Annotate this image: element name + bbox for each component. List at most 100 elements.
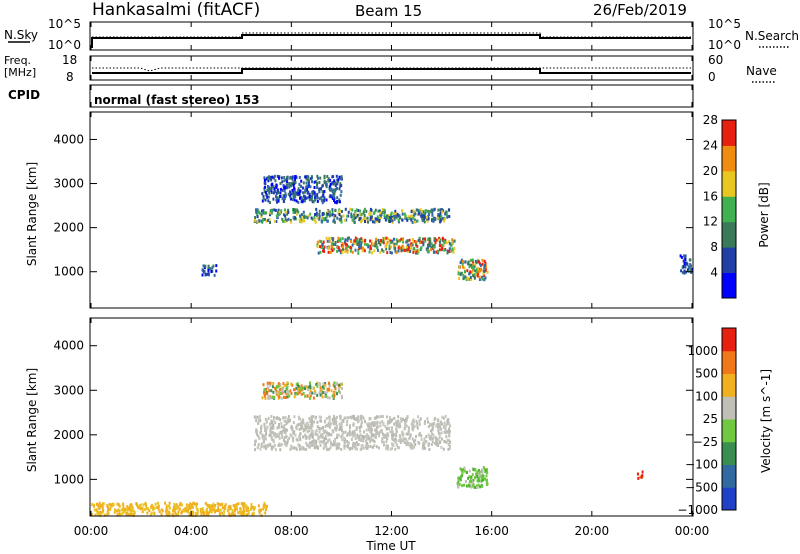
velocity-echo-cell: [277, 443, 280, 447]
velocity-echo-cell: [443, 421, 446, 425]
velocity-echo-cell: [384, 425, 387, 428]
power-echo-cell: [439, 219, 442, 223]
power-echo-cell: [389, 220, 391, 223]
velocity-echo-cell: [234, 504, 237, 508]
velocity-echo-cell: [325, 436, 327, 440]
velocity-echo-cell: [412, 420, 415, 424]
power-echo-cell: [326, 219, 329, 223]
velocity-echo-cell: [484, 469, 487, 473]
power-echo-cell: [404, 214, 407, 218]
velocity-echo-cell: [265, 432, 267, 436]
velocity-echo-cell: [279, 430, 282, 434]
velocity-echo-cell: [328, 433, 331, 437]
power-echo-cell: [422, 218, 425, 222]
velocity-echo-cell: [283, 442, 286, 446]
velocity-echo-cell: [335, 447, 338, 451]
velocity-y-label: Slant Range [km]: [25, 368, 39, 472]
velocity-echo-cell: [404, 421, 407, 425]
velocity-echo-cell: [295, 446, 298, 450]
velocity-echo-cell: [264, 392, 267, 396]
power-echo-cell: [274, 219, 277, 223]
velocity-echo-cell: [207, 513, 210, 517]
velocity-echo-cell: [398, 423, 401, 426]
power-echo-cell: [424, 237, 427, 241]
velocity-echo-cell: [311, 391, 314, 395]
power-echo-cell: [289, 218, 292, 222]
velocity-echo-cell: [322, 436, 325, 439]
power-echo-cell: [683, 271, 686, 275]
velocity-echo-cell: [110, 503, 113, 507]
velocity-echo-cell: [346, 434, 349, 438]
beam-label: Beam 15: [355, 2, 422, 20]
velocity-echo-cell: [437, 425, 440, 429]
power-echo-cell: [354, 213, 357, 217]
power-echo-cell: [437, 208, 440, 212]
power-echo-cell: [267, 199, 270, 203]
velocity-echo-cell: [370, 428, 373, 432]
power-echo-cell: [286, 176, 289, 180]
velocity-echo-cell: [260, 513, 263, 517]
power-echo-cell: [325, 198, 328, 202]
velocity-echo-cell: [160, 508, 163, 512]
velocity-echo-cell: [263, 444, 266, 448]
velocity-echo-cell: [194, 502, 196, 506]
velocity-echo-cell: [315, 383, 318, 386]
velocity-echo-cell: [360, 444, 363, 448]
velocity-echo-cell: [217, 509, 220, 512]
velocity-echo-cell: [431, 427, 434, 431]
velocity-echo-cell: [275, 385, 278, 388]
power-echo-cell: [422, 212, 425, 216]
velocity-echo-cell: [279, 448, 282, 452]
power-echo-cell: [394, 249, 397, 253]
velocity-echo-cell: [438, 425, 441, 429]
velocity-echo-cell: [478, 473, 480, 477]
velocity-echo-cell: [393, 416, 396, 420]
velocity-echo-cell: [474, 485, 477, 489]
power-echo-cell: [484, 261, 487, 265]
power-echo-cell: [368, 210, 371, 214]
power-echo-cell: [346, 251, 349, 254]
velocity-echo-cell: [101, 504, 104, 508]
power-echo-cell: [279, 191, 282, 195]
power-echo-cell: [334, 200, 337, 204]
power-echo-cell: [420, 246, 423, 250]
power-echo-cell: [338, 209, 341, 213]
power-echo-cell: [257, 219, 260, 223]
power-echo-cell: [390, 245, 393, 249]
velocity-echo-cell: [304, 423, 307, 427]
power-echo-cell: [348, 236, 350, 240]
velocity-echo-cell: [140, 503, 142, 507]
power-echo-cell: [314, 213, 316, 216]
power-echo-cell: [371, 242, 374, 246]
velocity-echo-cell: [298, 422, 301, 426]
velocity-echo-cell: [370, 438, 373, 442]
power-echo-cell: [365, 243, 368, 247]
velocity-echo-cell: [235, 505, 238, 509]
power-echo-cell: [341, 250, 344, 254]
power-echo-cell: [268, 201, 271, 204]
time-axis-label: Time UT: [365, 539, 416, 553]
velocity-echo-cell: [100, 511, 103, 515]
power-echo-cell: [443, 239, 446, 243]
velocity-echo-cell: [277, 417, 280, 421]
velocity-echo-cell: [199, 508, 202, 512]
velocity-echo-cell: [359, 433, 362, 437]
power-echo-cell: [275, 214, 278, 218]
power-echo-cell: [284, 192, 287, 196]
power-echo-cell: [288, 185, 291, 189]
velocity-echo-cell: [344, 444, 347, 448]
power-echo-cell: [378, 219, 381, 222]
power-echo-cell: [201, 273, 204, 277]
velocity-echo-cell: [338, 428, 341, 432]
velocity-echo-cell: [307, 385, 310, 389]
velocity-echo-cell: [141, 506, 144, 510]
power-echo-cell: [382, 237, 385, 241]
power-echo-cell: [350, 215, 353, 219]
velocity-echo-cell: [270, 436, 273, 440]
velocity-echo-cell: [272, 439, 275, 443]
power-echo-cell: [255, 210, 258, 214]
velocity-echo-cell: [381, 415, 384, 418]
power-echo-cell: [300, 196, 303, 200]
velocity-echo-cell: [445, 435, 448, 439]
power-echo-cell: [297, 187, 300, 191]
